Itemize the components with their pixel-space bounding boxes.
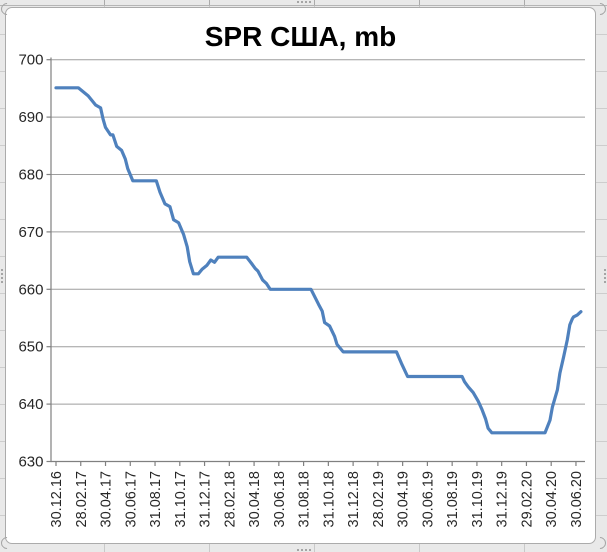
y-axis-label: 640 (18, 396, 43, 413)
selection-handle-right[interactable] (604, 269, 606, 283)
x-axis-label: 29.02.20 (519, 471, 535, 527)
y-axis-label: 630 (18, 454, 43, 471)
selection-handle-bottom[interactable] (296, 549, 311, 551)
y-axis-label: 660 (18, 281, 43, 298)
y-axis-label: 670 (18, 224, 43, 241)
x-axis-label: 30.04.20 (544, 471, 560, 527)
x-axis-label: 28.02.17 (74, 471, 90, 527)
x-axis-label: 30.06.20 (569, 471, 585, 527)
x-axis-label: 28.02.19 (371, 471, 387, 527)
chart-object[interactable]: SPR США, mb (5, 7, 596, 544)
sheet-cells-top-row (0, 0, 607, 6)
x-axis-label: 28.02.18 (222, 471, 238, 527)
selection-handle-top[interactable] (296, 1, 311, 3)
chart-title[interactable]: SPR США, mb (204, 21, 397, 52)
selection-handle-left[interactable] (1, 269, 3, 283)
x-axis-label: 31.12.18 (346, 471, 362, 527)
x-axis-label: 30.04.19 (396, 471, 412, 527)
x-axis-label: 30.06.19 (420, 471, 436, 527)
y-axis-label: 650 (18, 339, 43, 356)
x-axis-label: 30.04.18 (247, 471, 263, 527)
x-axis-label: 31.10.17 (173, 471, 189, 527)
x-axis-label: 30.06.17 (123, 471, 139, 527)
x-axis-label: 31.10.18 (321, 471, 337, 527)
series-line[interactable] (54, 86, 583, 435)
x-axis-label: 30.12.16 (49, 471, 65, 527)
x-axis-label: 31.08.17 (148, 471, 164, 527)
x-axis-label: 31.08.18 (297, 471, 313, 527)
x-axis-label: 30.04.17 (99, 471, 115, 527)
x-axis-label: 31.12.19 (495, 471, 511, 527)
x-axis-label: 31.08.19 (445, 471, 461, 527)
x-axis-label: 30.06.18 (272, 471, 288, 527)
x-axis-label: 31.12.17 (198, 471, 214, 527)
y-axis-label: 680 (18, 167, 43, 184)
y-axis-label: 700 (18, 52, 43, 69)
x-axis-label: 31.10.19 (470, 471, 486, 527)
y-axis-label: 690 (18, 109, 43, 126)
